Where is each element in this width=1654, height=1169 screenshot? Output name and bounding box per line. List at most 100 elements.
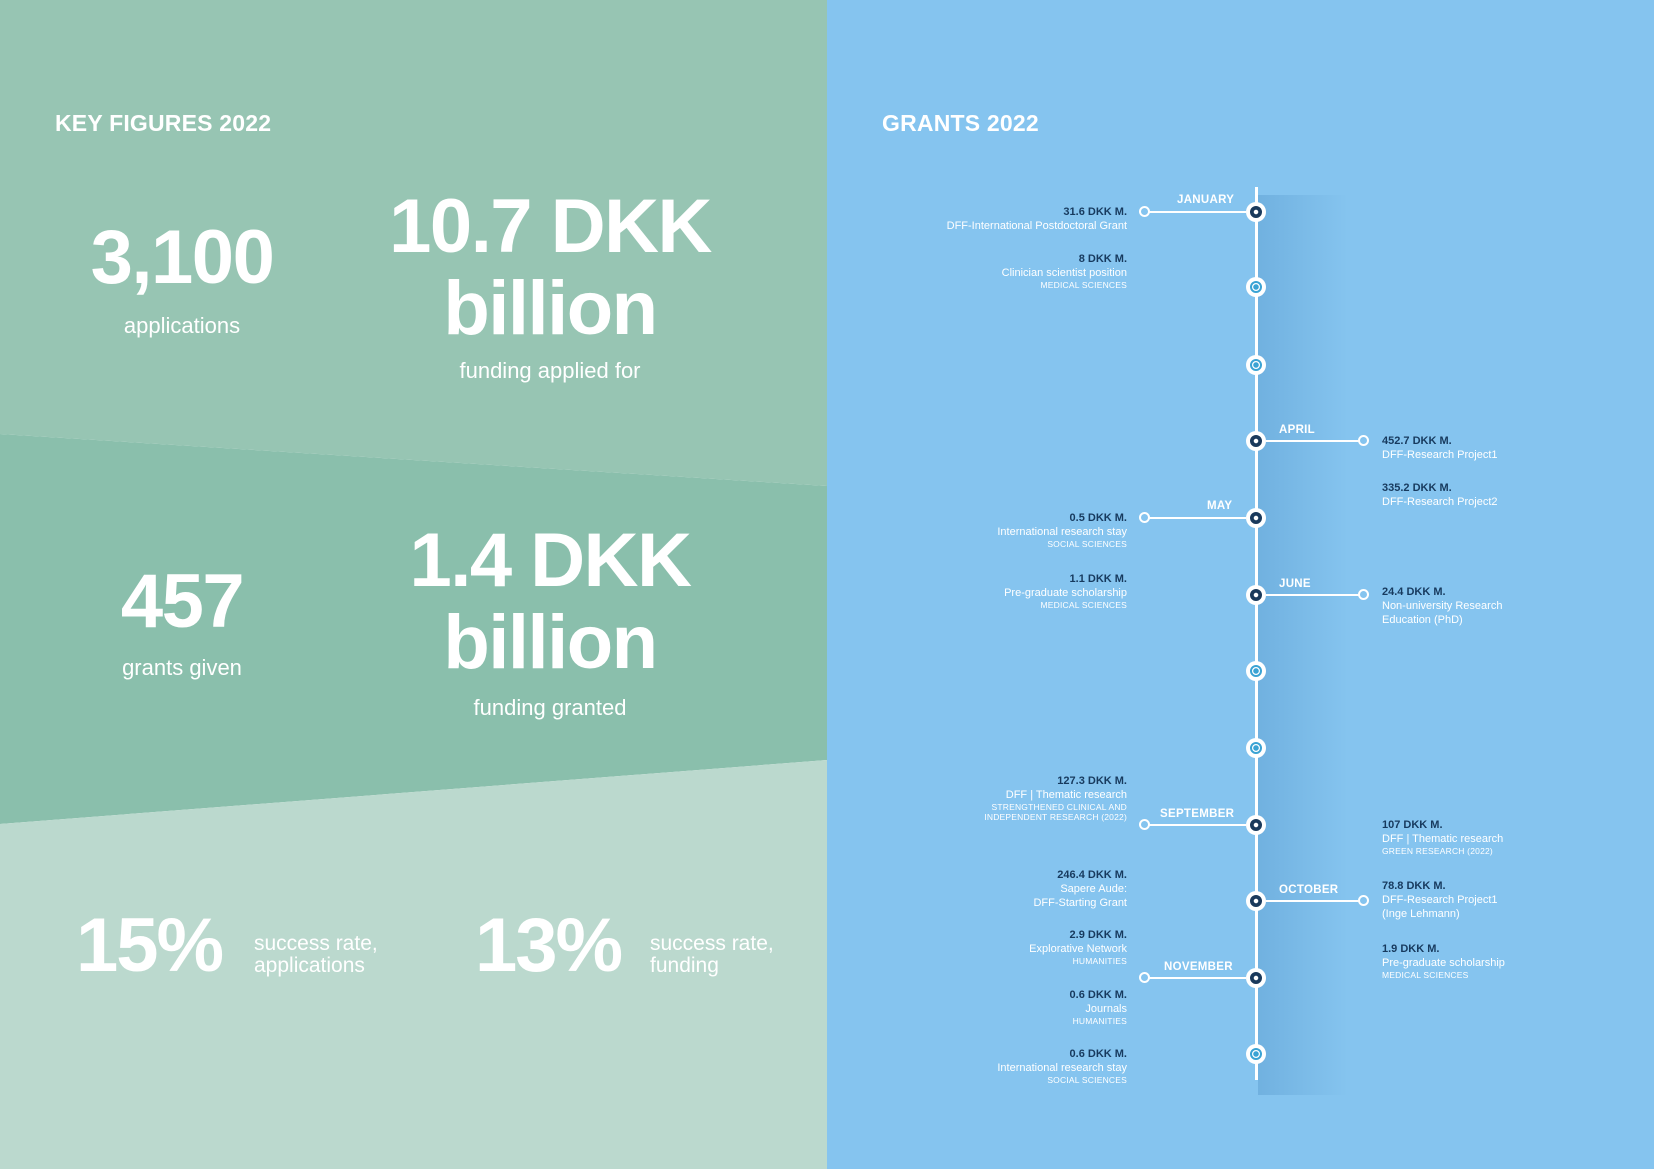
grant-field-line2: INDEPENDENT RESEARCH (2022): [984, 812, 1127, 822]
timeline-node-9: [1246, 815, 1266, 835]
success-rate-applications-label-line2: applications: [254, 954, 365, 977]
grant-item-left-4: 1.1 DKK M. Pre-graduate scholarship MEDI…: [867, 572, 1127, 610]
branch-end-january: [1139, 206, 1150, 217]
grant-name: International research stay: [997, 526, 1127, 538]
month-label-may: MAY: [1207, 500, 1233, 512]
branch-end-may: [1139, 512, 1150, 523]
timeline-spine: [1255, 187, 1258, 1080]
band-top: [0, 0, 827, 486]
timeline-node-5: [1246, 508, 1266, 528]
grant-item-right-4: 107 DKK M. DFF | Thematic research GREEN…: [1382, 818, 1642, 856]
grant-field: GREEN RESEARCH (2022): [1382, 846, 1493, 856]
timeline-node-1: [1246, 202, 1266, 222]
grant-name: Pre-graduate scholarship: [1004, 587, 1127, 599]
branch-april: [1266, 440, 1367, 442]
grant-name: DFF | Thematic research: [1382, 833, 1504, 845]
background-bands: [0, 0, 827, 1169]
branch-january: [1145, 211, 1246, 213]
grant-amount: 1.1 DKK M.: [1069, 573, 1127, 585]
month-label-october: OCTOBER: [1279, 884, 1339, 896]
grant-amount: 246.4 DKK M.: [1057, 869, 1127, 881]
grants-given-caption: grants given: [122, 655, 242, 680]
grant-item-left-9: 0.6 DKK M. International research stay S…: [867, 1047, 1127, 1085]
month-label-june: JUNE: [1279, 578, 1311, 590]
grant-item-right-5: 78.8 DKK M. DFF-Research Project1 (Inge …: [1382, 879, 1642, 921]
grant-name: DFF-Research Project1: [1382, 894, 1498, 906]
timeline-node-6: [1246, 585, 1266, 605]
success-rate-applications-label: success rate, applications: [254, 933, 378, 977]
grant-amount: 335.2 DKK M.: [1382, 482, 1452, 494]
grant-item-left-5: 127.3 DKK M. DFF | Thematic research STR…: [867, 774, 1127, 822]
grant-name: Non-university Research: [1382, 600, 1503, 612]
grants-given-value: 457: [120, 559, 245, 644]
grant-amount: 24.4 DKK M.: [1382, 586, 1446, 598]
grants-heading: GRANTS 2022: [882, 110, 1039, 136]
grant-amount: 127.3 DKK M.: [1057, 775, 1127, 787]
timeline-node-12: [1246, 1044, 1266, 1064]
grant-name-line2: Education (PhD): [1382, 614, 1463, 626]
grant-name: DFF-Research Project2: [1382, 496, 1498, 508]
branch-october: [1266, 900, 1367, 902]
grant-field: HUMANITIES: [1072, 1016, 1127, 1026]
band-middle: [0, 434, 827, 824]
grant-name-line2: DFF-Starting Grant: [1033, 897, 1127, 909]
grant-item-left-3: 0.5 DKK M. International research stay S…: [867, 511, 1127, 549]
grant-name: Clinician scientist position: [1001, 267, 1127, 279]
grant-amount: 78.8 DKK M.: [1382, 880, 1446, 892]
timeline-node-11: [1246, 968, 1266, 988]
grant-item-right-1: 452.7 DKK M. DFF-Research Project1: [1382, 434, 1642, 462]
grant-name: Explorative Network: [1029, 943, 1127, 955]
key-figures-heading: KEY FIGURES 2022: [55, 110, 272, 136]
band-bottom: [0, 760, 827, 1169]
branch-end-april: [1358, 435, 1369, 446]
timeline-shadow: [1258, 195, 1348, 1095]
grant-amount: 8 DKK M.: [1078, 253, 1127, 265]
grant-field: HUMANITIES: [1072, 956, 1127, 966]
grant-name: Journals: [1085, 1003, 1127, 1015]
grant-name: International research stay: [997, 1062, 1127, 1074]
grant-amount: 2.9 DKK M.: [1069, 929, 1127, 941]
success-rate-funding-label: success rate, funding: [650, 933, 774, 977]
branch-end-june: [1358, 589, 1369, 600]
month-label-april: APRIL: [1279, 424, 1315, 436]
grant-field: STRENGTHENED CLINICAL AND: [991, 802, 1127, 812]
branch-end-november: [1139, 972, 1150, 983]
grant-item-left-8: 0.6 DKK M. Journals HUMANITIES: [867, 988, 1127, 1026]
branch-end-september: [1139, 819, 1150, 830]
timeline-node-4: [1246, 431, 1266, 451]
grant-amount: 0.5 DKK M.: [1069, 512, 1127, 524]
funding-applied-caption: funding applied for: [459, 358, 641, 383]
grant-amount: 31.6 DKK M.: [1063, 206, 1127, 218]
grant-field: SOCIAL SCIENCES: [1047, 1075, 1127, 1085]
grant-field: MEDICAL SCIENCES: [1040, 280, 1127, 290]
success-rate-applications-label-line1: success rate,: [254, 932, 378, 955]
key-figures-panel: KEY FIGURES 2022 3,100 applications 10.7…: [0, 0, 827, 1169]
grant-item-right-2: 335.2 DKK M. DFF-Research Project2: [1382, 481, 1642, 509]
funding-granted-line1: 1.4 DKK: [409, 518, 692, 603]
grant-field: SOCIAL SCIENCES: [1047, 539, 1127, 549]
grant-amount: 1.9 DKK M.: [1382, 943, 1440, 955]
grant-item-left-7: 2.9 DKK M. Explorative Network HUMANITIE…: [867, 928, 1127, 966]
timeline-node-3: [1246, 355, 1266, 375]
grant-amount: 0.6 DKK M.: [1069, 1048, 1127, 1060]
success-rate-funding-label-line1: success rate,: [650, 932, 774, 955]
timeline-node-2: [1246, 277, 1266, 297]
funding-granted-line2: billion: [443, 600, 658, 685]
branch-november: [1145, 977, 1246, 979]
timeline-node-10: [1246, 891, 1266, 911]
grant-item-right-3: 24.4 DKK M. Non-university Research Educ…: [1382, 585, 1642, 627]
branch-end-october: [1358, 895, 1369, 906]
grant-item-left-6: 246.4 DKK M. Sapere Aude: DFF-Starting G…: [867, 868, 1127, 910]
grants-panel: GRANTS 2022 JANUARY APRIL MAY JUNE SEPTE…: [827, 0, 1654, 1169]
success-rate-funding-label-line2: funding: [650, 954, 719, 977]
grant-name: DFF-Research Project1: [1382, 449, 1498, 461]
timeline-node-8: [1246, 738, 1266, 758]
grant-amount: 0.6 DKK M.: [1069, 989, 1127, 1001]
grant-item-left-1: 31.6 DKK M. DFF-International Postdoctor…: [867, 205, 1127, 233]
timeline-node-7: [1246, 661, 1266, 681]
grant-name: Sapere Aude:: [1060, 883, 1127, 895]
grant-item-right-6: 1.9 DKK M. Pre-graduate scholarship MEDI…: [1382, 942, 1642, 980]
grant-field: MEDICAL SCIENCES: [1040, 600, 1127, 610]
month-label-september: SEPTEMBER: [1160, 808, 1235, 820]
grant-field: MEDICAL SCIENCES: [1382, 970, 1469, 980]
